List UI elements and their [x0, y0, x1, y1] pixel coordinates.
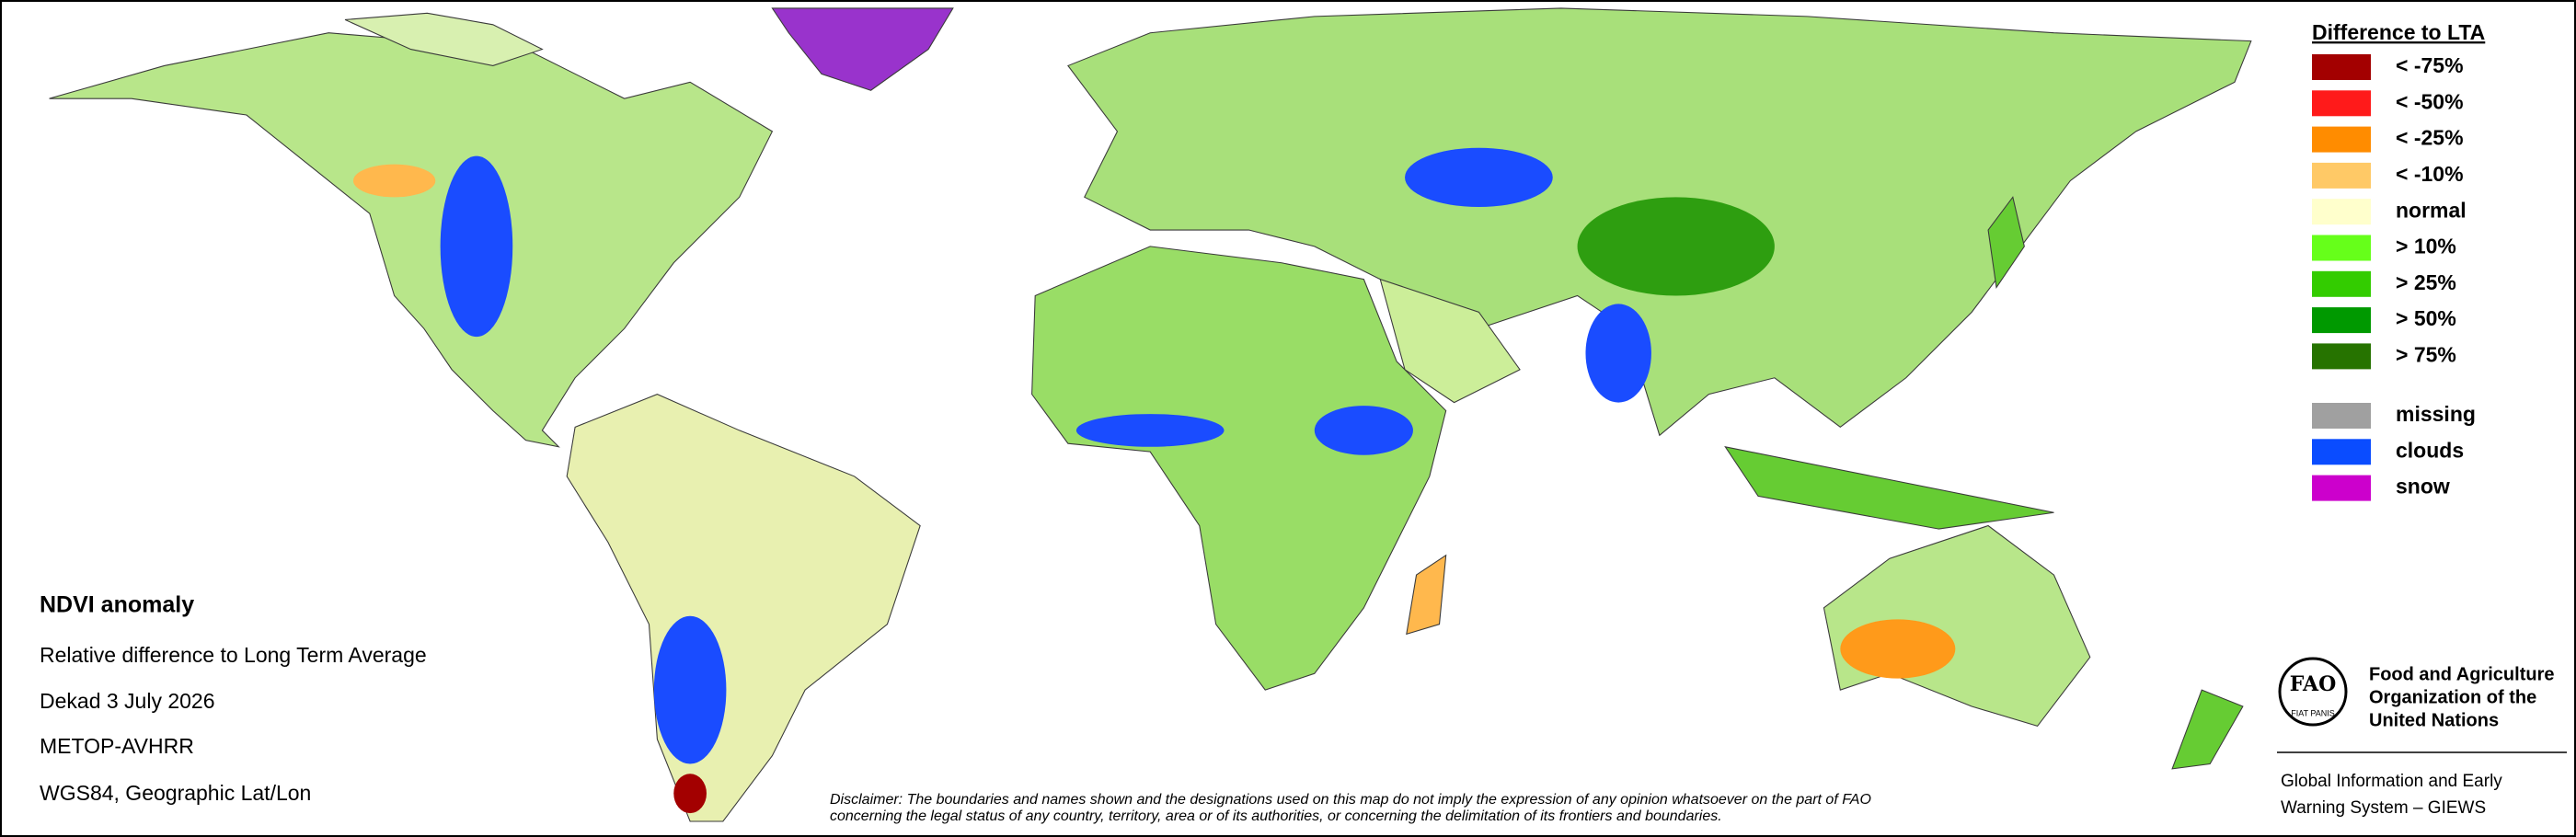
madagascar	[1406, 554, 1447, 636]
legend-swatch	[2312, 403, 2371, 429]
dry-patch	[1840, 619, 1956, 679]
australia	[1823, 524, 2091, 728]
legend-label: < -25%	[2396, 126, 2464, 150]
north-america	[49, 32, 774, 448]
disclaimer-line: concerning the legal status of any count…	[830, 808, 1722, 824]
legend-swatch	[2312, 439, 2371, 465]
legend-swatch	[2312, 307, 2371, 334]
disclaimer-line: Disclaimer: The boundaries and names sho…	[830, 792, 1871, 808]
world-map	[49, 7, 2252, 822]
legend-swatch	[2312, 126, 2371, 153]
legend-swatch	[2312, 199, 2371, 225]
legend-label: > 50%	[2396, 306, 2456, 330]
legend-label: snow	[2396, 475, 2450, 499]
legend-label: clouds	[2396, 438, 2464, 462]
org-line: Food and Agriculture	[2369, 664, 2554, 684]
org-line: United Nations	[2369, 710, 2499, 730]
legend-label: < -75%	[2396, 53, 2464, 77]
legend-label: < -50%	[2396, 89, 2464, 113]
giews-line: Warning System – GIEWS	[2281, 798, 2486, 818]
legend-label: > 75%	[2396, 342, 2456, 366]
org-line: Organization of the	[2369, 687, 2536, 707]
legend-swatch	[2312, 90, 2371, 117]
legend-label: > 10%	[2396, 235, 2456, 258]
cloud-patch	[1585, 304, 1651, 403]
cloud-patch	[440, 155, 513, 338]
legend-swatch	[2312, 270, 2371, 297]
anomaly-patches	[352, 147, 1956, 814]
legend-swatch	[2312, 162, 2371, 189]
greenland	[771, 7, 954, 91]
info-line: Relative difference to Long Term Average	[40, 643, 427, 667]
dry-patch	[352, 164, 436, 198]
se-asia-islands	[1724, 446, 2054, 530]
legend: Difference to LTA < -75% < -50% < -25% < -10…	[2312, 20, 2485, 501]
cloud-patch	[653, 615, 727, 764]
legend-title: Difference to LTA	[2312, 20, 2485, 44]
cloud-patch	[1405, 147, 1553, 208]
legend-label: < -10%	[2396, 162, 2464, 186]
cloud-patch	[1314, 406, 1413, 455]
legend-swatch	[2312, 235, 2371, 261]
legend-swatch	[2312, 343, 2371, 370]
legend-label: > 25%	[2396, 270, 2456, 294]
logo-ring	[2278, 657, 2348, 727]
wet-patch	[1577, 197, 1775, 296]
giews-line: Global Information and Early	[2281, 772, 2502, 791]
arctic-islands	[344, 12, 544, 66]
arabia	[1379, 278, 1521, 404]
legend-label: normal	[2396, 198, 2467, 222]
new-zealand	[2171, 689, 2244, 770]
info-block: NDVI anomaly Relative difference to Long …	[40, 592, 427, 805]
south-america	[566, 394, 921, 822]
legend-swatch	[2312, 54, 2371, 80]
logo-mark: FAO	[2290, 672, 2337, 696]
fao-logo: FAO FIAT PANIS Food and Agriculture Organiz…	[2277, 657, 2567, 818]
cloud-patch	[1075, 414, 1225, 447]
info-title: NDVI anomaly	[40, 592, 194, 618]
legend-swatch	[2312, 475, 2371, 501]
info-line: WGS84, Geographic Lat/Lon	[40, 781, 311, 805]
disclaimer: Disclaimer: The boundaries and names sho…	[830, 792, 1871, 824]
japan	[1987, 196, 2025, 289]
dry-patch	[673, 774, 707, 814]
africa	[1031, 246, 1447, 691]
info-line: Dekad 3 July 2026	[40, 689, 215, 713]
legend-label: missing	[2396, 402, 2476, 426]
logo-motto: FIAT PANIS	[2291, 708, 2335, 717]
info-line: METOP-AVHRR	[40, 734, 194, 758]
